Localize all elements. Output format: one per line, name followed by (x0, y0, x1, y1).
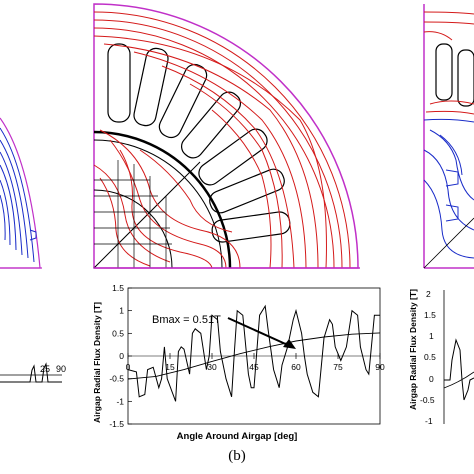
svg-text:-0.5: -0.5 (420, 395, 435, 405)
x-tick-label: 90 (375, 362, 385, 372)
x-tick-label: 60 (291, 362, 301, 372)
right-flux-plot (423, 4, 474, 269)
y-tick-label: 1 (119, 306, 124, 316)
stator-slots (107, 43, 291, 243)
left-tick-label-2: 90 (56, 364, 66, 374)
flux-lines (93, 11, 351, 269)
bmax-annotation: Bmax = 0.51T (152, 314, 221, 326)
x-tick-label: 45 (249, 362, 259, 372)
svg-text:1.5: 1.5 (424, 310, 436, 320)
fundamental-component-line (127, 332, 381, 380)
right-waveform: 2 1.5 1 0.5 0 -0.5 -1 Airgap Radial Flux… (408, 289, 474, 426)
x-tick-label: 15 (165, 362, 175, 372)
right-ylabel: Airgap Radial Flux Density [T] (408, 289, 418, 410)
figure-caption: (b) (228, 448, 246, 464)
svg-text:0.5: 0.5 (424, 352, 436, 362)
y-tick-label: 1.5 (112, 283, 124, 293)
x-tick-label: 0 (126, 362, 131, 372)
center-flux-plot (93, 3, 360, 269)
y-tick-label: -0.5 (109, 374, 124, 384)
y-axis-label: Airgap Radial Flux Density [T] (92, 302, 102, 423)
x-tick-label: 30 (207, 362, 217, 372)
x-tick-label: 75 (333, 362, 343, 372)
y-tick-label: -1.5 (109, 419, 124, 429)
center-waveform-chart: -1.5-1-0.500.511.5 0 15 30 45 60 75 90 Airgap … (92, 283, 385, 429)
svg-text:2: 2 (426, 289, 431, 299)
annotation-arrowhead (283, 339, 296, 349)
rotor-grid (94, 160, 172, 268)
svg-text:0: 0 (429, 374, 434, 384)
svg-text:-1: -1 (425, 416, 433, 426)
y-tick-label: -1 (116, 396, 124, 406)
left-flux-plot (0, 117, 42, 269)
svg-text:1: 1 (429, 331, 434, 341)
left-tick-label-1: 25 (40, 364, 50, 374)
annotation-arrow-shaft (227, 317, 291, 347)
x-axis-label: Angle Around Airgap [deg] (176, 431, 298, 442)
left-waveform: 25 90 (0, 362, 66, 383)
y-tick-label: 0 (119, 351, 124, 361)
y-tick-label: 0.5 (112, 328, 124, 338)
